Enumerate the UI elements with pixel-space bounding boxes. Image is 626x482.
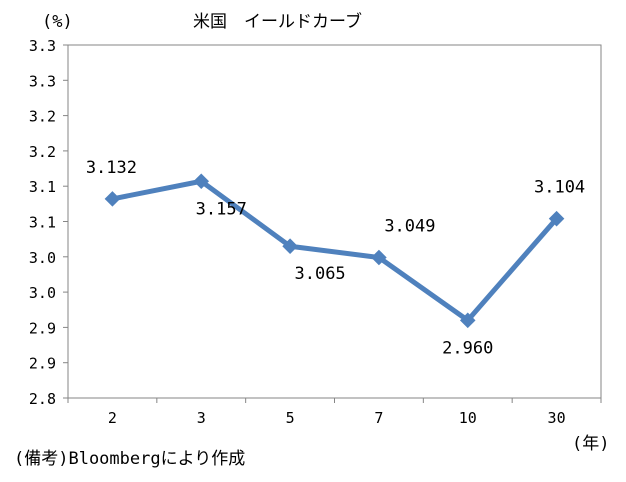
- source-note: (備考)Bloombergにより作成: [14, 449, 245, 469]
- y-axis-ticks: 2.8 2.9 2.9 3.0 3.0 3.1 3.1 3.2 3.2 3.3 3.3: [29, 37, 68, 408]
- x-tick-label: 30: [548, 409, 566, 427]
- y-tick-label: 3.1: [29, 214, 56, 232]
- data-label: 3.049: [384, 217, 435, 237]
- data-label: 3.104: [534, 178, 585, 198]
- y-tick-label: 3.2: [29, 108, 56, 126]
- x-tick-label: 10: [459, 409, 477, 427]
- data-label: 2.960: [442, 338, 493, 358]
- y-tick-label: 2.9: [29, 319, 56, 337]
- y-tick-label: 3.1: [29, 178, 56, 196]
- x-tick-label: 3: [197, 409, 206, 427]
- data-point-marker: [282, 238, 298, 254]
- y-tick-label: 2.9: [29, 355, 56, 373]
- y-tick-label: 3.3: [29, 72, 56, 90]
- x-axis-ticks: 2 3 5 7 10 30: [67, 398, 602, 427]
- data-label: 3.132: [86, 158, 137, 178]
- x-tick-label: 5: [286, 409, 295, 427]
- y-tick-label: 2.8: [29, 390, 56, 408]
- data-point-marker: [371, 249, 387, 266]
- y-tick-label: 3.2: [29, 143, 56, 161]
- series-line-group: 3.132 3.157 3.065 3.049 2.960 3.104: [86, 158, 585, 358]
- series-line: [111, 178, 559, 323]
- x-tick-label: 7: [374, 409, 383, 427]
- x-tick-label: 2: [108, 409, 117, 427]
- data-label: 3.157: [196, 199, 247, 219]
- plot-area: [67, 44, 602, 399]
- data-point-marker: [193, 173, 210, 190]
- y-tick-label: 3.0: [29, 249, 56, 267]
- data-point-marker: [548, 210, 565, 227]
- y-tick-label: 3.0: [29, 284, 56, 302]
- x-axis-unit-label: (年): [572, 434, 609, 454]
- data-label: 3.065: [294, 264, 345, 284]
- plot-border: [67, 44, 602, 399]
- y-tick-label: 3.3: [29, 37, 56, 55]
- chart-title: 米国 イールドカーブ: [193, 11, 362, 32]
- data-point-marker: [104, 191, 121, 207]
- y-axis-unit-label: (%): [42, 12, 73, 32]
